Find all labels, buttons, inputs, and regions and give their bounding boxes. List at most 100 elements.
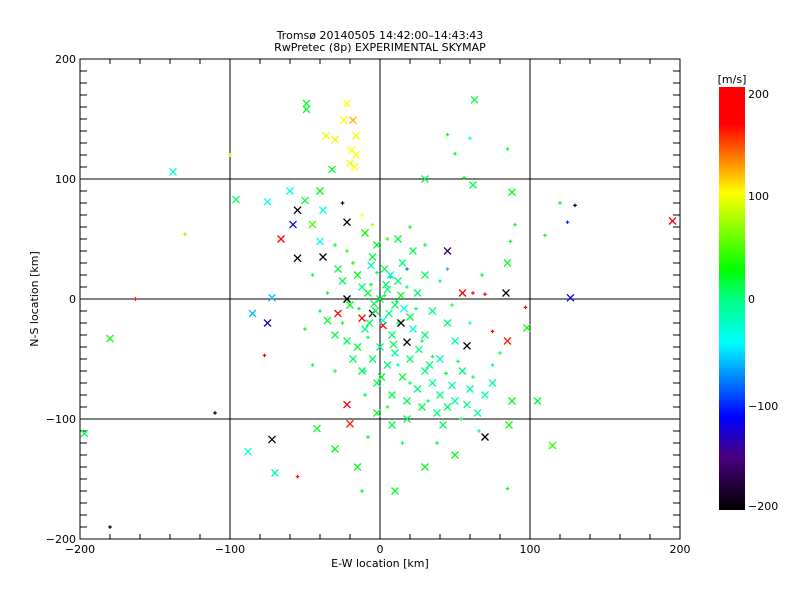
cross-marker — [352, 151, 360, 159]
cross-marker-stroke — [277, 235, 285, 243]
cross-marker-stroke — [391, 301, 399, 309]
cross-marker-stroke — [302, 99, 311, 108]
cross-marker-stroke — [503, 337, 512, 345]
plus-marker — [558, 201, 562, 205]
cross-marker — [346, 301, 354, 309]
cross-marker — [488, 379, 497, 387]
cross-marker — [289, 220, 297, 229]
cross-marker-stroke — [376, 343, 384, 351]
cross-marker-stroke — [403, 415, 411, 423]
cross-marker-stroke — [347, 146, 356, 155]
plus-marker — [369, 282, 373, 287]
cross-marker — [481, 391, 489, 399]
cross-marker-stroke — [106, 334, 114, 343]
cross-marker-stroke — [323, 316, 332, 325]
cross-marker-stroke — [301, 196, 309, 205]
x-axis-label: E-W location [km] — [331, 557, 429, 570]
cross-marker-stroke — [523, 323, 531, 332]
cross-marker — [400, 304, 408, 313]
cross-marker-stroke — [433, 409, 441, 417]
cross-marker — [271, 469, 279, 477]
cross-marker — [469, 181, 477, 189]
plus-marker — [513, 222, 517, 227]
cross-marker — [368, 355, 377, 363]
plus-marker — [490, 329, 495, 334]
plus-marker — [366, 435, 370, 439]
cross-marker — [433, 409, 441, 417]
plus-marker — [396, 321, 400, 325]
cross-marker-stroke — [367, 261, 375, 270]
cross-marker — [232, 195, 240, 204]
cross-marker — [319, 253, 327, 261]
cross-marker — [365, 319, 374, 327]
colorbar — [719, 87, 745, 510]
cross-marker-stroke — [248, 309, 257, 318]
cross-marker — [331, 445, 339, 453]
cross-marker-stroke — [425, 361, 434, 369]
cross-marker-stroke — [403, 397, 411, 405]
x-tick-label: 0 — [377, 543, 384, 556]
cross-marker-stroke — [418, 403, 426, 411]
cross-marker-stroke — [443, 403, 452, 411]
cross-marker-stroke — [388, 421, 396, 429]
cross-marker — [373, 409, 381, 417]
cross-marker — [302, 105, 311, 114]
cross-marker — [508, 188, 516, 197]
cross-marker-stroke — [293, 254, 302, 263]
cross-marker — [668, 217, 677, 225]
cross-marker — [418, 403, 426, 411]
cross-marker — [316, 237, 324, 246]
cross-marker-stroke — [383, 361, 392, 369]
cross-marker — [263, 319, 272, 327]
cross-marker-stroke — [508, 188, 516, 197]
plus-marker — [405, 267, 409, 271]
cross-marker — [398, 259, 407, 267]
cross-marker — [286, 187, 294, 195]
plus-marker — [370, 222, 375, 227]
plus-marker — [468, 321, 472, 325]
colorbar-tick-label: −100 — [748, 400, 778, 413]
cross-marker-stroke — [428, 307, 437, 315]
cross-marker-stroke — [343, 99, 351, 108]
cross-marker-stroke — [169, 167, 177, 176]
cross-marker-stroke — [263, 319, 272, 327]
plus-marker — [325, 291, 330, 295]
plus-marker — [423, 243, 427, 247]
cross-marker — [388, 421, 396, 429]
plus-marker — [360, 489, 364, 493]
plus-marker — [523, 305, 528, 310]
plus-marker — [565, 220, 570, 224]
cross-marker-stroke — [382, 280, 390, 289]
cross-marker-stroke — [421, 367, 429, 375]
cross-marker-stroke — [398, 373, 407, 381]
cross-marker — [428, 307, 437, 315]
plus-marker — [490, 363, 495, 367]
cross-marker — [349, 116, 357, 125]
cross-marker — [377, 373, 386, 381]
cross-marker-stroke — [470, 95, 479, 104]
y-tick-label: 100 — [55, 173, 76, 186]
cross-marker-stroke — [415, 345, 423, 354]
cross-marker — [383, 285, 392, 294]
y-tick-label: −200 — [46, 533, 76, 546]
cross-marker — [388, 391, 396, 399]
plus-marker — [480, 273, 484, 277]
plus-marker — [363, 393, 367, 397]
cross-marker-stroke — [368, 355, 377, 363]
cross-marker-stroke — [263, 197, 272, 206]
cross-marker — [353, 343, 362, 351]
cross-marker-stroke — [473, 409, 482, 417]
cross-marker — [379, 316, 387, 325]
cross-marker — [358, 314, 366, 323]
cross-marker-stroke — [458, 289, 467, 297]
cross-marker-stroke — [383, 285, 392, 294]
cross-marker-stroke — [406, 355, 414, 363]
cross-marker-stroke — [358, 283, 366, 291]
plus-marker — [420, 339, 424, 343]
cross-marker — [371, 307, 380, 315]
cross-marker — [338, 277, 347, 285]
cross-marker-stroke — [443, 247, 452, 255]
cross-marker — [425, 361, 434, 369]
cross-marker — [421, 271, 429, 279]
